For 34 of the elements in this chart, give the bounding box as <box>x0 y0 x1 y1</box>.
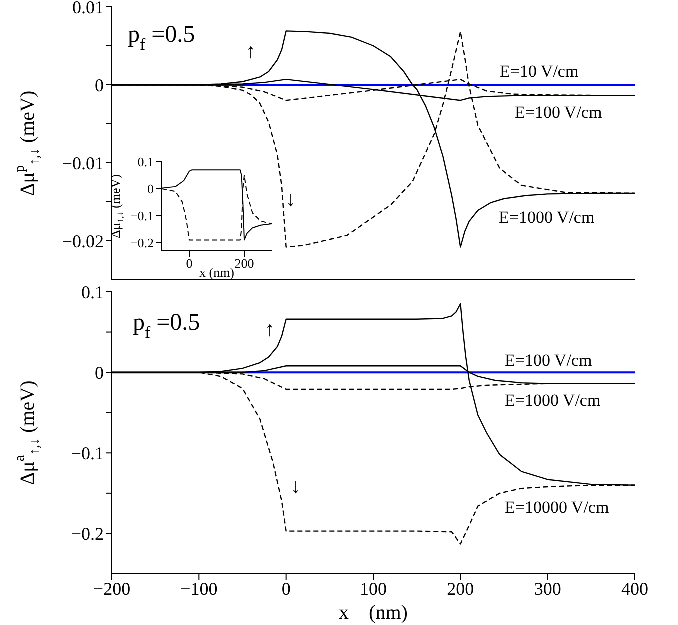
annotation: E=1000 V/cm <box>505 390 601 410</box>
x-tick-label: 100 <box>360 578 387 599</box>
y-tick-label: 0 <box>95 75 104 96</box>
y-tick-label: 0 <box>148 182 154 197</box>
annotation: ↑ <box>246 41 256 63</box>
y-tick-label: 0 <box>95 362 104 383</box>
x-tick-label: 200 <box>234 256 254 272</box>
x-tick-label: −100 <box>180 578 218 599</box>
annotation: E=100 V/cm <box>515 102 602 122</box>
x-tick-label: 0 <box>282 578 291 599</box>
annotation: E=10000 V/cm <box>505 498 610 516</box>
y-tick-label: −0.2 <box>130 236 154 251</box>
annotation: E=100 V/cm <box>505 350 592 370</box>
x-tick-label: 300 <box>534 578 562 599</box>
x-axis-title: x (nm) <box>339 602 408 624</box>
y-tick-label: −0.2 <box>71 524 104 544</box>
y-tick-label: −0.1 <box>71 444 104 464</box>
annotation: ↑ <box>264 319 276 341</box>
y-tick-label: 0.1 <box>82 282 104 302</box>
x-tick-label: −200 <box>93 578 131 599</box>
x-tick-label: 400 <box>622 578 648 599</box>
annotation: E=10 V/cm <box>500 62 579 80</box>
y-tick-label: 0.01 <box>72 0 104 18</box>
annotation: p$_{f}$ =0.5 <box>133 310 200 342</box>
annotation: E=1000 V/cm <box>499 208 595 226</box>
x-axis-title: x (nm) <box>199 264 235 280</box>
y-tick-label: −0.02 <box>62 231 104 252</box>
annotation: p$_{f}$ =0.5 <box>128 22 196 54</box>
y-tick-label: −0.01 <box>62 153 104 174</box>
y-tick-label: −0.1 <box>130 208 154 224</box>
annotation: ↓ <box>290 476 302 498</box>
x-tick-label: 200 <box>447 578 474 599</box>
y-tick-label: 0.1 <box>138 154 154 170</box>
annotation: ↓ <box>286 189 296 211</box>
